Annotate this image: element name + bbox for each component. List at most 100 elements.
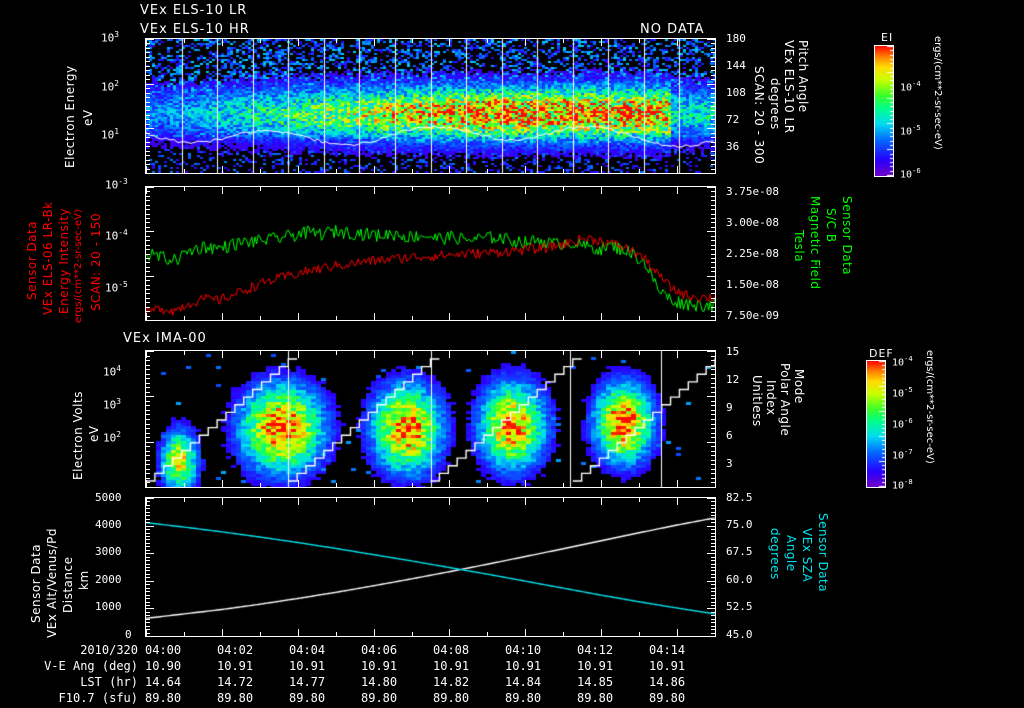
colorbar-ei-tick-2: 10-5 (900, 123, 921, 138)
panel1-ytick-3: 103 (101, 30, 120, 45)
footer-cell: 04:12 (577, 643, 614, 657)
panel4-ytick-5000: 5000 (95, 491, 122, 504)
panel2-line-plot[interactable] (145, 186, 716, 321)
colorbar-ei-tick-1: 10-4 (900, 79, 921, 94)
panel3-ima-spectrogram[interactable] (145, 350, 716, 488)
footer-cell: 89.80 (577, 691, 614, 705)
colorbar-def-units: ergs/(cm**2-sr-sec-eV) (924, 350, 935, 464)
footer-row-label: LST (hr) (80, 675, 138, 689)
colorbar-def-tick-1: 10-4 (892, 354, 913, 369)
footer-cell: 89.80 (217, 691, 254, 705)
panel1-right-scan: SCAN: 20 - 300 (752, 66, 766, 165)
panel4-left-line-2: VEx Alt/Venus/Pd (45, 527, 59, 638)
panel3-right-tick-3: 3 (726, 457, 733, 470)
panel1-ytick-2: 102 (101, 79, 120, 94)
footer-cell: 10.91 (505, 659, 542, 673)
panel2-right-tick-3: 2.25e-08 (726, 247, 779, 260)
panel3-right-line-4: Unitless (750, 375, 764, 427)
panel1-nodata-label: NO DATA (640, 22, 705, 37)
panel3-right-line-3: Index (764, 380, 778, 416)
panel4-right-tick-2: 75.0 (726, 518, 753, 531)
panel4-right-line-1: Sensor Data (816, 513, 830, 593)
panel3-title: VEx IMA-00 (123, 331, 207, 346)
footer-cell: 10.91 (289, 659, 326, 673)
panel4-right-tick-6: 45.0 (726, 628, 753, 641)
panel4-ytick-3000: 3000 (95, 545, 122, 558)
panel2-left-line-4: ergs/(cm**2-sr-sec-eV) (73, 209, 84, 323)
panel2-ytick-3: 10-5 (105, 280, 128, 295)
colorbar-def-tick-2: 10-5 (892, 385, 913, 400)
footer-cell: 89.80 (289, 691, 326, 705)
panel1-right-tick-72: 72 (726, 113, 740, 126)
panel2-right-tick-1: 3.75e-08 (726, 185, 779, 198)
footer-row-label: 2010/320 (80, 643, 138, 657)
footer-cell: 89.80 (145, 691, 182, 705)
colorbar-def-tick-5: 10-8 (892, 477, 913, 492)
panel3-right-tick-15: 15 (726, 345, 740, 358)
colorbar-ei-title: EI (881, 31, 894, 44)
panel4-altitude-sza-plot[interactable] (145, 497, 716, 637)
panel4-right-tick-3: 67.5 (726, 545, 753, 558)
footer-cell: 89.80 (649, 691, 686, 705)
footer-row-label: V-E Ang (deg) (44, 659, 138, 673)
footer-cell: 89.80 (433, 691, 470, 705)
footer-cell: 14.77 (289, 675, 326, 689)
footer-cell: 04:08 (433, 643, 470, 657)
footer-cell: 14.72 (217, 675, 254, 689)
footer-cell: 14.86 (649, 675, 686, 689)
panel2-right-tick-5: 7.50e-09 (726, 309, 779, 322)
colorbar-ei (874, 45, 894, 177)
panel1-right-tick-180: 180 (726, 32, 746, 45)
panel4-left-line-4: km (77, 570, 91, 590)
footer-table: 2010/320 04:00 04:02 04:04 04:06 04:08 04:10 04… (0, 643, 770, 707)
colorbar-ei-tick-3: 10-6 (900, 166, 921, 181)
panel4-right-tick-5: 52.5 (726, 600, 753, 613)
panel1-els-spectrogram[interactable] (145, 38, 716, 174)
panel1-title-hr: VEx ELS-10 HR (140, 22, 250, 37)
footer-cell: 14.84 (505, 675, 542, 689)
panel1-yaxis-label: Electron Energy (63, 65, 77, 168)
panel2-left-line-2: VEx ELS-06 LR-Bk (41, 201, 55, 315)
panel4-left-line-3: Distance (61, 556, 75, 613)
panel4-ytick-2000: 2000 (95, 573, 122, 586)
footer-cell: 04:06 (361, 643, 398, 657)
colorbar-def-tick-3: 10-6 (892, 416, 913, 431)
panel3-right-tick-9: 9 (726, 401, 733, 414)
panel3-ytick-2: 102 (103, 430, 122, 445)
panel2-right-line-1: Sensor Data (840, 196, 854, 276)
panel2-left-line-5: SCAN: 20 - 150 (89, 212, 103, 311)
footer-cell: 10.91 (649, 659, 686, 673)
footer-cell: 14.85 (577, 675, 614, 689)
panel2-ytick-1: 10-3 (105, 177, 128, 192)
panel3-right-tick-6: 6 (726, 429, 733, 442)
panel2-right-tick-4: 1.50e-08 (726, 278, 779, 291)
panel2-left-line-3: Energy Intensity (57, 207, 71, 314)
panel2-right-tick-2: 3.00e-08 (726, 216, 779, 229)
footer-cell: 04:14 (649, 643, 686, 657)
panel4-right-line-2: VEx SZA (800, 528, 814, 583)
footer-cell: 14.64 (145, 675, 182, 689)
panel3-yaxis-unit: eV (87, 425, 101, 442)
panel1-ytick-1: 101 (101, 127, 120, 142)
panel4-right-line-4: degrees (768, 528, 782, 580)
footer-cell: 89.80 (361, 691, 398, 705)
panel2-right-line-2: S/C B (824, 208, 838, 243)
colorbar-def-title: DEF (869, 347, 894, 360)
panel2-right-line-3: Magnetic Field (808, 196, 822, 290)
panel4-ytick-4000: 4000 (95, 518, 122, 531)
panel3-right-tick-12: 12 (726, 373, 740, 386)
panel2-left-line-1: Sensor Data (25, 220, 39, 300)
panel3-yaxis-label: Electron Volts (71, 391, 85, 480)
panel3-ytick-3: 103 (103, 397, 122, 412)
footer-cell: 04:04 (289, 643, 326, 657)
panel1-right-tick-144: 144 (726, 59, 746, 72)
panel3-ytick-4: 104 (103, 364, 122, 379)
panel4-right-tick-1: 82.5 (726, 491, 753, 504)
footer-cell: 10.91 (217, 659, 254, 673)
footer-cell: 10.91 (361, 659, 398, 673)
panel1-right-tick-108: 108 (726, 86, 746, 99)
footer-row-label: F10.7 (sfu) (58, 691, 138, 705)
panel1-title-lr: VEx ELS-10 LR (140, 3, 248, 18)
footer-cell: 04:00 (145, 643, 182, 657)
